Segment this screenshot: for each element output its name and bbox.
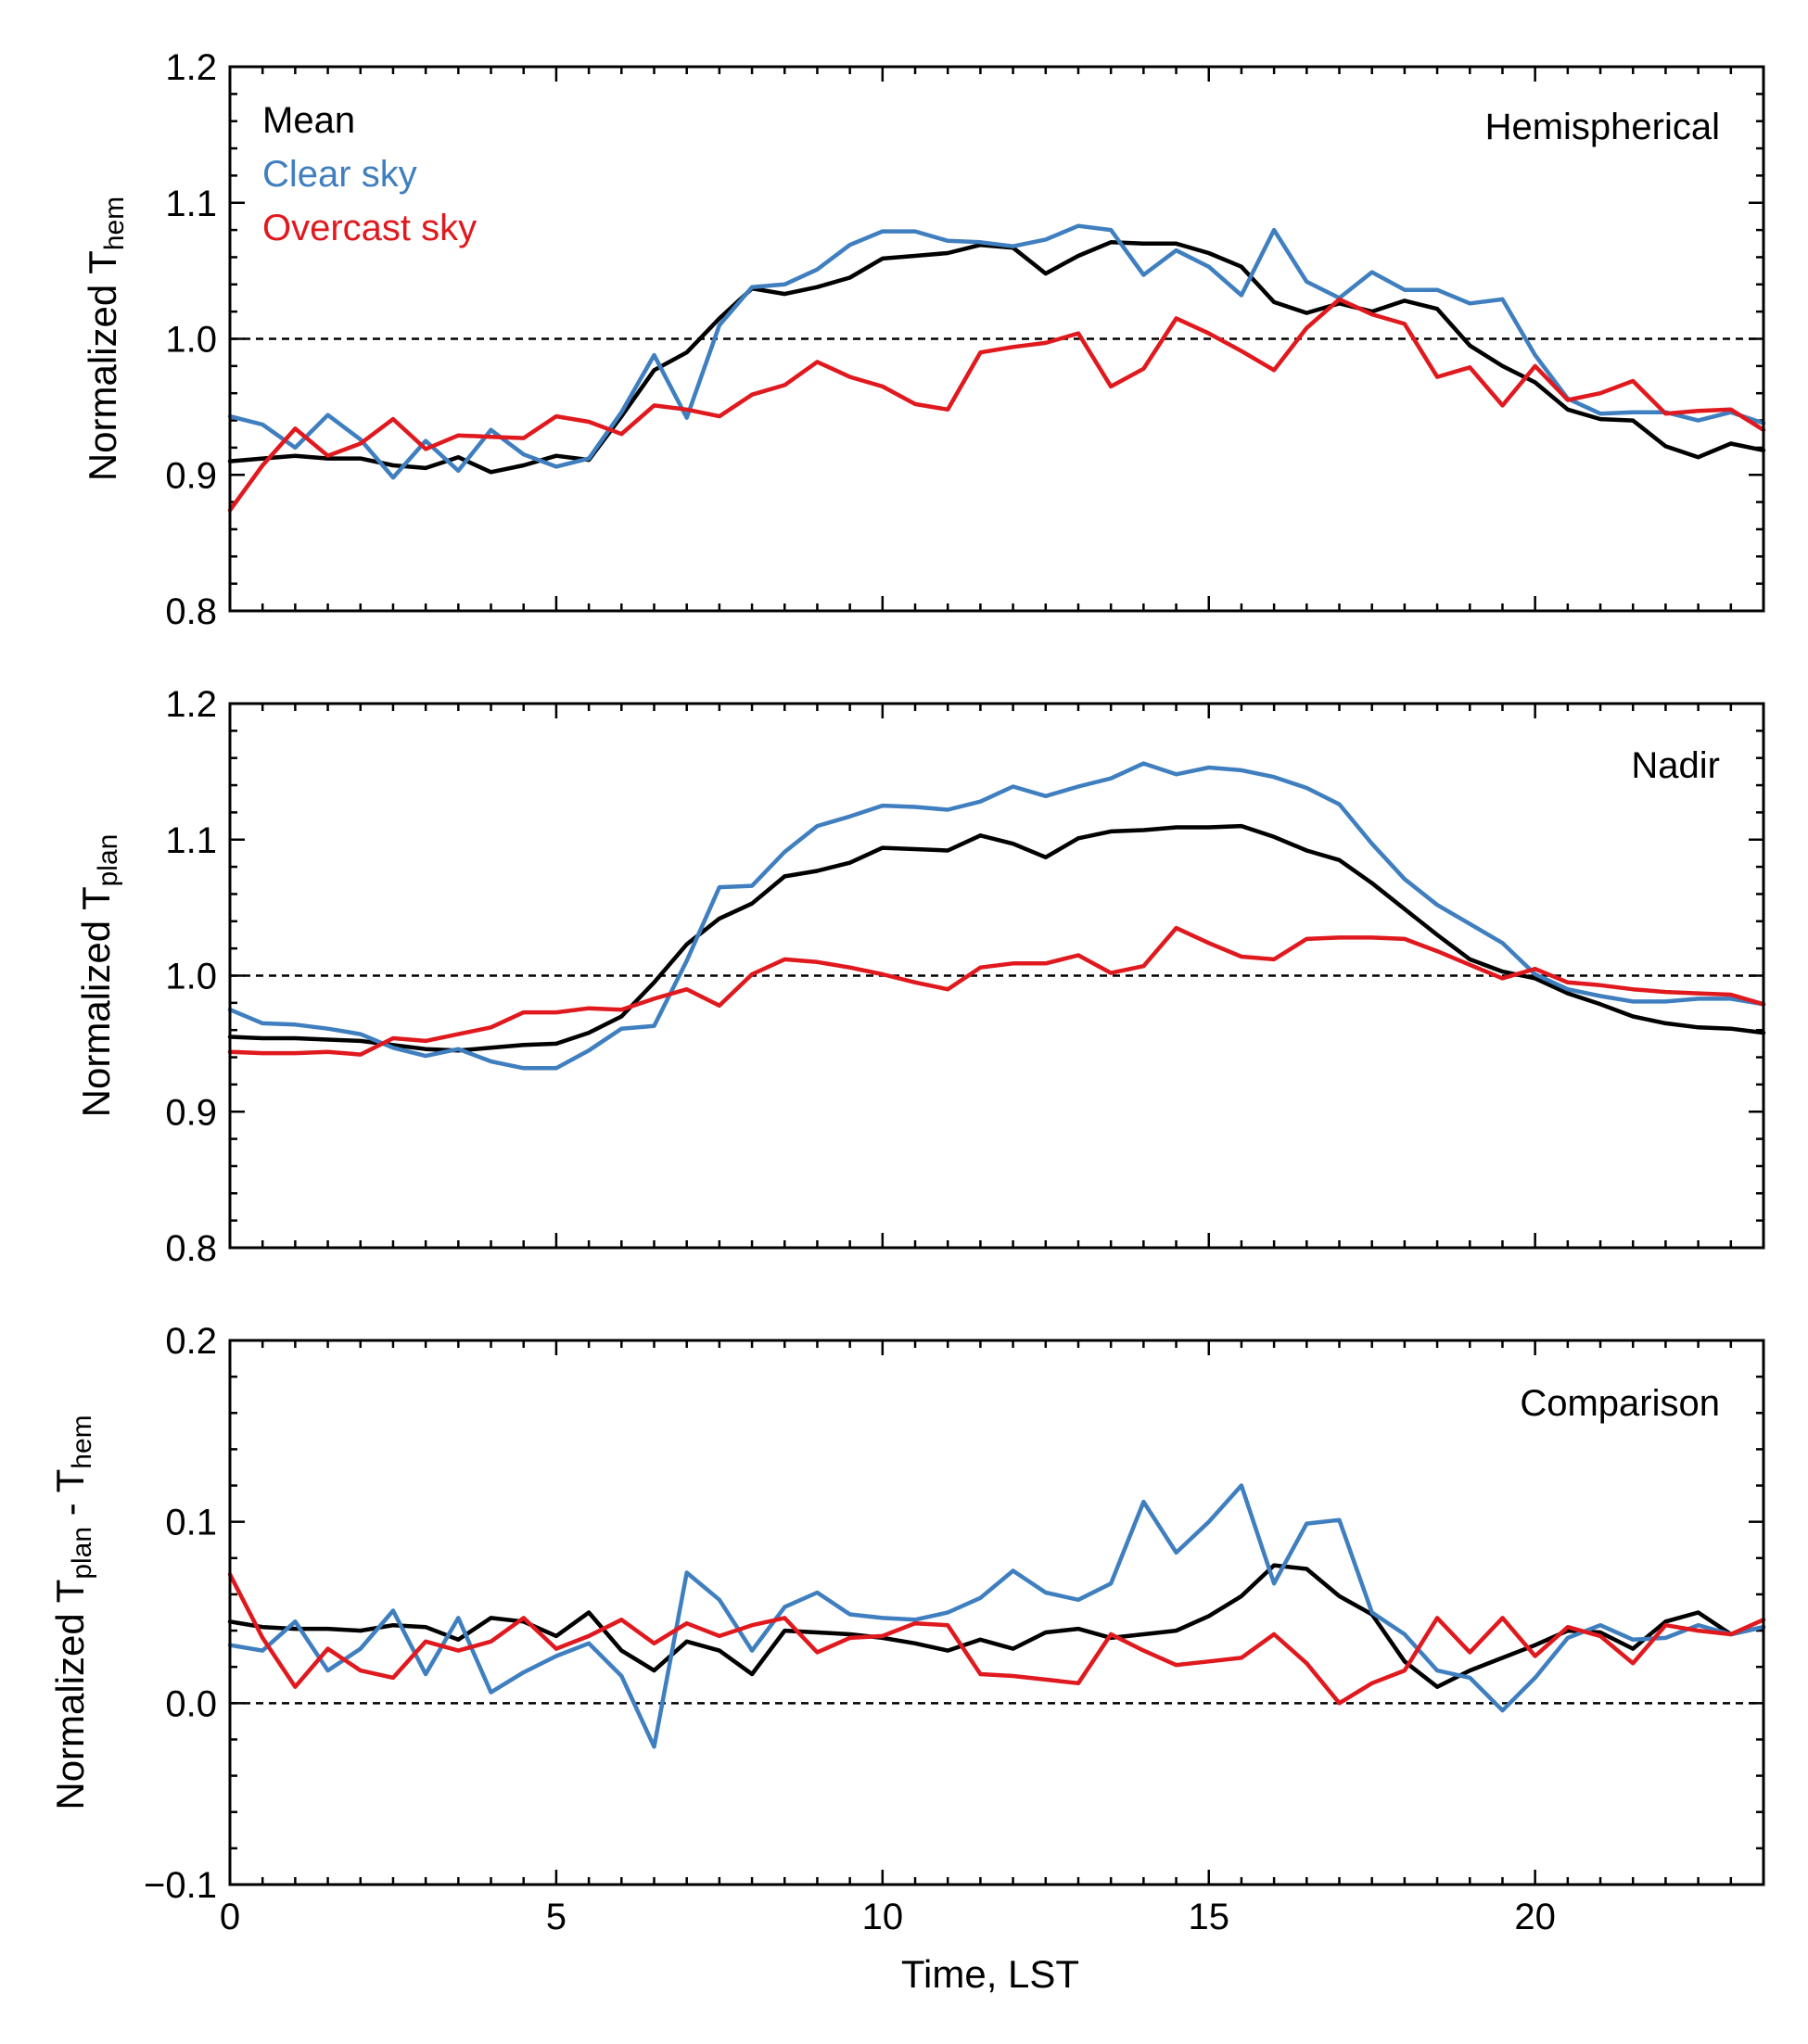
comparison-y-axis-label-main: Normalized T [48,1580,92,1810]
nadir-y-tick-label: 1.1 [165,820,217,861]
hemispherical-panel-title: Hemispherical [1485,107,1720,147]
nadir-y-tick-label: 0.9 [165,1092,217,1133]
hemispherical-y-tick-label: 0.8 [165,591,217,632]
comparison-y-tick-label: 0.1 [165,1503,217,1543]
nadir-series-overcast-sky [227,925,1766,1057]
hemispherical-y-axis-label: Normalized Them [81,197,130,481]
nadir-series [227,761,1766,1071]
comparison-series-mean [227,1563,1766,1689]
x-tick-label: 15 [1188,1897,1229,1937]
nadir-y-axis-label: Normalized Tplan [74,834,123,1118]
comparison-y-tick-label: −0.1 [144,1865,217,1906]
comparison-plot-frame [228,1339,1765,1886]
x-tick-label: 0 [220,1897,240,1937]
hemispherical-y-tick-label: 1.0 [165,320,217,361]
nadir-y-tick-label: 1.0 [165,957,217,997]
comparison-y-axis-label-sub2: hem [67,1415,97,1468]
legend: Mean Clear sky Overcast sky [262,100,477,248]
hemispherical-plot-frame [228,65,1765,613]
nadir-series-mean [227,823,1766,1053]
comparison-series-clear-sky [227,1483,1766,1749]
legend-entry-mean: Mean [262,100,355,141]
legend-entry-overcast-sky: Overcast sky [262,208,477,248]
comparison-panel-title: Comparison [1520,1383,1720,1424]
nadir-y-tick-label: 0.8 [165,1228,217,1269]
hemispherical-y-axis-label-sub: hem [99,197,130,250]
x-tick-label: 5 [546,1897,567,1937]
comparison-ticks: −0.1 0.0 0.1 0.2 0 5 10 15 20 [144,1321,1765,1937]
nadir-y-axis-label-sub: plan [93,834,123,887]
nadir-plot-frame [228,702,1765,1250]
hemispherical-y-tick-label: 1.2 [165,47,217,88]
x-tick-label: 20 [1514,1897,1556,1937]
comparison-y-tick-label: 0.2 [165,1321,217,1362]
hemispherical-series-overcast-sky [227,297,1766,513]
hemispherical-y-tick-label: 1.1 [165,184,217,224]
comparison-y-axis-label-mid: - T [48,1469,92,1527]
comparison-y-axis-label: Normalized Tplan - Them [48,1415,97,1809]
nadir-y-axis-label-main: Normalized T [74,886,118,1117]
hemispherical-panel: 0.8 0.9 1.0 1.1 1.2 Hemispherical Normalized… [81,47,1766,632]
nadir-y-tick-label: 1.2 [165,684,217,725]
nadir-panel-title: Nadir [1631,745,1720,786]
comparison-y-tick-label: 0.0 [165,1683,217,1724]
comparison-y-axis-label-sub: plan [67,1527,97,1580]
legend-entry-clear-sky: Clear sky [262,154,417,195]
hemispherical-y-tick-label: 0.9 [165,455,217,496]
comparison-series-overcast-sky [227,1572,1766,1706]
hemispherical-series-mean [227,240,1766,475]
nadir-panel: 0.8 0.9 1.0 1.1 1.2 Nadir Normalized Tplan [74,684,1766,1269]
hemispherical-series [227,223,1766,513]
comparison-panel: −0.1 0.0 0.1 0.2 0 5 10 15 20 Comparison Normali… [48,1321,1766,1996]
hemispherical-y-axis-label-main: Normalized T [81,250,124,481]
comparison-series [227,1483,1766,1749]
x-tick-label: 10 [862,1897,904,1937]
nadir-series-clear-sky [227,761,1766,1071]
x-axis-label: Time, LST [901,1952,1079,1996]
